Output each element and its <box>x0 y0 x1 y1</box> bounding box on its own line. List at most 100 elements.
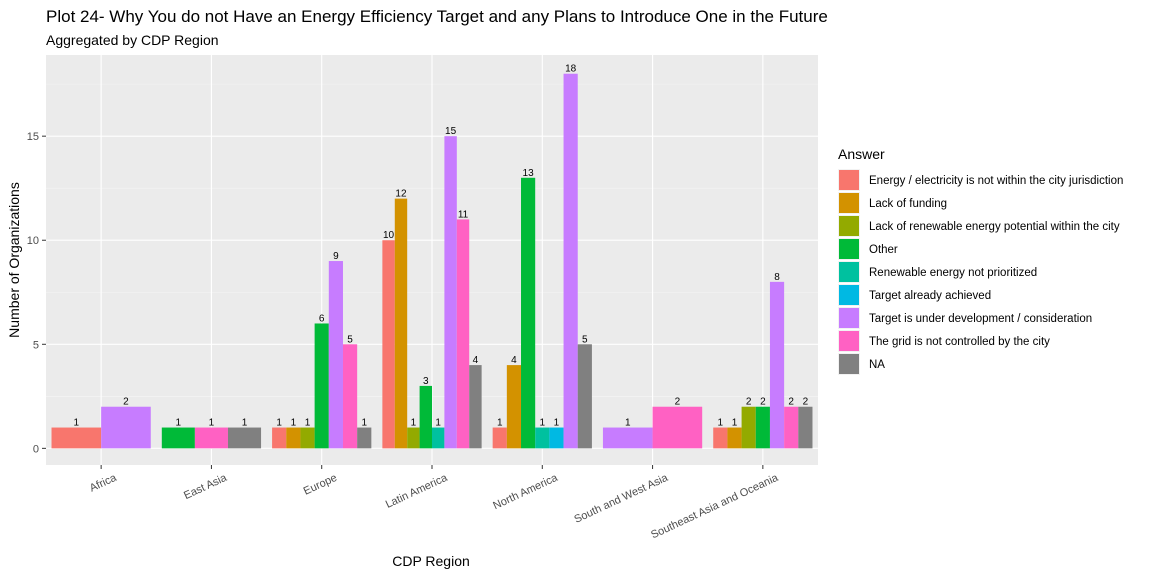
legend: Answer Energy / electricity is not withi… <box>838 146 1123 375</box>
bar <box>357 427 372 449</box>
data-label: 1 <box>291 418 297 429</box>
bar <box>492 427 507 449</box>
legend-key <box>839 308 859 328</box>
legend-key <box>839 193 859 213</box>
y-axis: 0 5 10 15 <box>27 131 46 455</box>
legend-label: Lack of renewable energy potential withi… <box>869 221 1120 233</box>
legend-key <box>839 216 859 236</box>
data-label: 1 <box>276 418 282 429</box>
x-tick-label: North America <box>491 471 560 512</box>
legend-label: Target already achieved <box>869 290 991 302</box>
data-label: 1 <box>242 418 248 429</box>
bar <box>444 136 457 449</box>
bar <box>755 406 770 449</box>
x-tick-label: South and West Asia <box>572 471 670 525</box>
data-label: 3 <box>423 376 429 387</box>
bar <box>549 427 564 449</box>
data-label: 1 <box>305 418 311 429</box>
bars-layer <box>51 73 813 449</box>
bar <box>314 323 329 449</box>
data-label: 4 <box>473 355 479 366</box>
data-label: 1 <box>540 418 546 429</box>
y-tick-label: 0 <box>33 443 39 455</box>
bar <box>382 240 395 449</box>
bar <box>563 73 578 449</box>
data-label: 4 <box>511 355 517 366</box>
legend-key <box>839 239 859 259</box>
legend-label: Other <box>869 244 898 256</box>
data-label: 2 <box>803 397 809 408</box>
legend-title: Answer <box>838 146 885 162</box>
data-label: 2 <box>788 397 794 408</box>
bar <box>161 427 195 449</box>
data-label: 1 <box>74 418 80 429</box>
legend-key <box>839 262 859 282</box>
bar <box>535 427 550 449</box>
legend-key <box>839 354 859 374</box>
legend-items: Energy / electricity is not within the c… <box>838 169 1123 375</box>
y-tick-label: 5 <box>33 339 39 351</box>
y-axis-title: Number of Organizations <box>6 182 22 338</box>
legend-label: Lack of funding <box>869 198 947 210</box>
bar <box>577 344 592 449</box>
data-label: 1 <box>435 418 441 429</box>
data-label: 6 <box>319 313 325 324</box>
bar <box>741 406 756 449</box>
x-axis: Africa East Asia Europe Latin America North … <box>88 465 781 541</box>
data-label: 12 <box>395 189 407 200</box>
y-tick-label: 10 <box>27 235 39 247</box>
y-tick-label: 15 <box>27 131 39 143</box>
bar <box>286 427 301 449</box>
x-tick-label: Africa <box>88 471 119 494</box>
legend-key <box>839 331 859 351</box>
bar <box>272 427 287 449</box>
x-tick-label: East Asia <box>182 471 229 502</box>
x-tick-label: Latin America <box>384 471 450 510</box>
data-label: 13 <box>523 168 535 179</box>
data-label: 2 <box>675 397 681 408</box>
bar <box>713 427 728 449</box>
data-label: 9 <box>333 251 339 262</box>
chart-subtitle: Aggregated by CDP Region <box>46 32 219 48</box>
data-label: 5 <box>582 334 588 345</box>
data-label: 8 <box>774 272 780 283</box>
data-label: 1 <box>361 418 367 429</box>
data-label: 5 <box>347 334 353 345</box>
bar <box>51 427 102 449</box>
bar <box>469 365 482 449</box>
chart-title: Plot 24- Why You do not Have an Energy E… <box>46 7 828 26</box>
x-axis-title: CDP Region <box>392 553 470 569</box>
bar <box>300 427 315 449</box>
data-label: 1 <box>718 418 724 429</box>
bar <box>432 427 445 449</box>
data-label: 15 <box>445 126 457 137</box>
data-label: 10 <box>383 230 395 241</box>
bar <box>194 427 228 449</box>
data-label: 11 <box>458 209 469 220</box>
legend-label: NA <box>869 359 885 371</box>
bar <box>769 281 785 449</box>
data-label: 18 <box>565 64 577 75</box>
data-label: 1 <box>176 418 182 429</box>
data-label: 2 <box>746 397 752 408</box>
legend-key <box>839 170 859 190</box>
data-label: 2 <box>760 397 766 408</box>
legend-key <box>839 285 859 305</box>
bar <box>342 344 358 449</box>
legend-label: Target is under development / considerat… <box>869 313 1092 325</box>
x-tick-label: Europe <box>302 472 339 498</box>
bar <box>407 427 420 449</box>
data-label: 1 <box>554 418 560 429</box>
data-label: 1 <box>732 418 738 429</box>
bar <box>456 219 470 449</box>
bar <box>727 427 742 449</box>
legend-label: Renewable energy not prioritized <box>869 267 1037 279</box>
bar <box>784 406 799 449</box>
bar <box>521 177 536 449</box>
bar <box>506 365 522 449</box>
data-label: 2 <box>123 397 129 408</box>
bar <box>652 406 703 449</box>
